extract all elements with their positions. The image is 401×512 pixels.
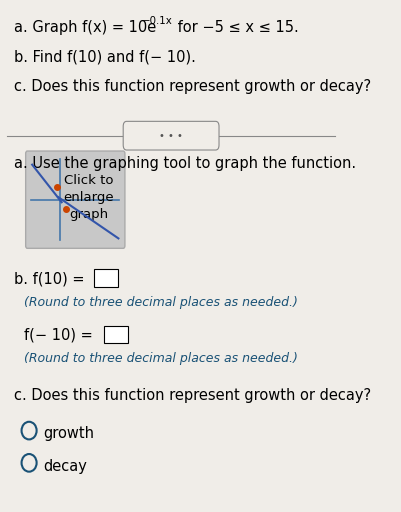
FancyBboxPatch shape xyxy=(26,151,125,248)
Text: b. Find f(10) and f(− 10).: b. Find f(10) and f(− 10). xyxy=(14,50,196,65)
Text: c. Does this function represent growth or decay?: c. Does this function represent growth o… xyxy=(14,388,371,403)
Text: Click to
enlarge
graph: Click to enlarge graph xyxy=(63,175,114,221)
Text: c. Does this function represent growth or decay?: c. Does this function represent growth o… xyxy=(14,79,371,94)
Text: (Round to three decimal places as needed.): (Round to three decimal places as needed… xyxy=(24,352,298,365)
FancyBboxPatch shape xyxy=(104,326,128,343)
Text: (Round to three decimal places as needed.): (Round to three decimal places as needed… xyxy=(24,296,298,309)
Text: decay: decay xyxy=(43,459,87,474)
Text: • • •: • • • xyxy=(159,131,183,141)
FancyBboxPatch shape xyxy=(94,269,118,287)
Text: b. f(10) =: b. f(10) = xyxy=(14,271,89,286)
Text: a. Use the graphing tool to graph the function.: a. Use the graphing tool to graph the fu… xyxy=(14,156,356,171)
Text: −0.1x: −0.1x xyxy=(142,16,173,27)
Text: a. Graph f(x) = 10e: a. Graph f(x) = 10e xyxy=(14,20,156,35)
Text: f(− 10) =: f(− 10) = xyxy=(24,328,97,343)
FancyBboxPatch shape xyxy=(123,121,219,150)
Text: for −5 ≤ x ≤ 15.: for −5 ≤ x ≤ 15. xyxy=(173,20,299,35)
Text: growth: growth xyxy=(43,426,94,441)
